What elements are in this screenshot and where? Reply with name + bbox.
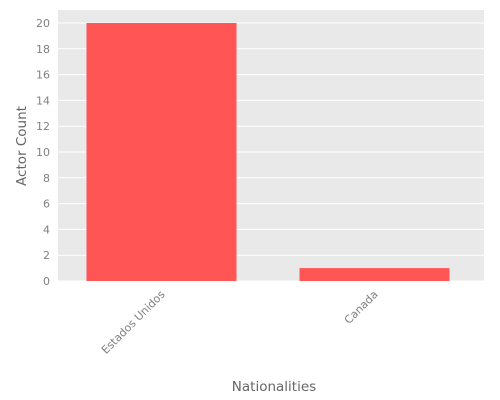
y-tick-label: 2 <box>43 249 50 262</box>
x-tick-labels: Estados Unidos Canada <box>99 288 381 357</box>
y-tick-label: 20 <box>36 17 50 30</box>
y-tick-labels: 0 2 4 6 8 10 12 14 16 18 20 <box>36 17 50 288</box>
y-tick-label: 0 <box>43 275 50 288</box>
y-tick-label: 12 <box>36 120 50 133</box>
bar-estados-unidos <box>86 23 237 281</box>
x-tick-label: Estados Unidos <box>99 288 168 357</box>
y-tick-label: 18 <box>36 43 50 56</box>
x-axis-title: Nationalities <box>232 379 316 395</box>
y-tick-label: 14 <box>36 94 50 107</box>
y-tick-label: 6 <box>43 198 50 211</box>
y-tick-label: 8 <box>43 172 50 185</box>
x-tick-label: Canada <box>342 288 381 327</box>
y-tick-label: 4 <box>43 223 50 236</box>
y-tick-label: 10 <box>36 146 50 159</box>
bar-canada <box>299 268 450 281</box>
bars <box>86 23 450 281</box>
y-axis-title: Actor Count <box>14 106 30 186</box>
y-tick-label: 16 <box>36 69 50 82</box>
